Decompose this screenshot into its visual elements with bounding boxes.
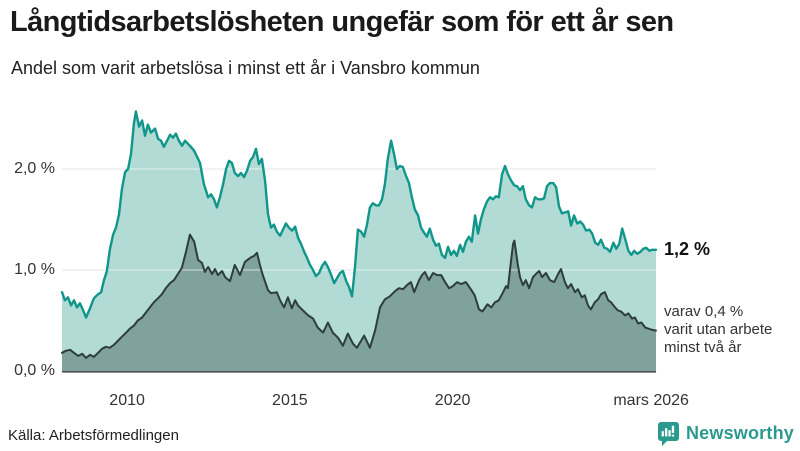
ytick-0-0: 0,0 % (14, 362, 55, 379)
series-lines (60, 110, 658, 359)
annotation-line-1: varav 0,4 % (664, 303, 744, 320)
xtick-2020: 2020 (434, 392, 471, 409)
newsworthy-wordmark: Newsworthy (685, 423, 794, 443)
xtick-mars-2026: mars 2026 (613, 392, 689, 409)
xtick-2010: 2010 (109, 392, 145, 409)
series-1-line (60, 110, 658, 319)
ytick-1-0: 1,0 % (14, 261, 55, 278)
series-2-line (61, 233, 657, 359)
series-2-area (62, 234, 656, 371)
gridlines-overlay (62, 168, 657, 271)
page-title: Långtidsarbetslösheten ungefär som för e… (10, 6, 674, 38)
annotation-line-3: minst två år (664, 339, 742, 356)
chart-subtitle: Andel som varit arbetslösa i minst ett å… (11, 58, 480, 78)
latest-value-label: 1,2 % (664, 239, 711, 259)
series-fills (62, 111, 656, 372)
source-attribution: Källa: Arbetsförmedlingen (8, 427, 179, 444)
xtick-2015: 2015 (272, 392, 308, 409)
newsworthy-icon (657, 421, 680, 446)
ytick-2-0: 2,0 % (14, 160, 55, 177)
newsworthy-logo[interactable]: Newsworthy (657, 421, 794, 446)
annotation-line-2: varit utan arbete (664, 321, 773, 338)
two-year-annotation: varav 0,4 % varit utan arbete minst två … (664, 303, 772, 357)
